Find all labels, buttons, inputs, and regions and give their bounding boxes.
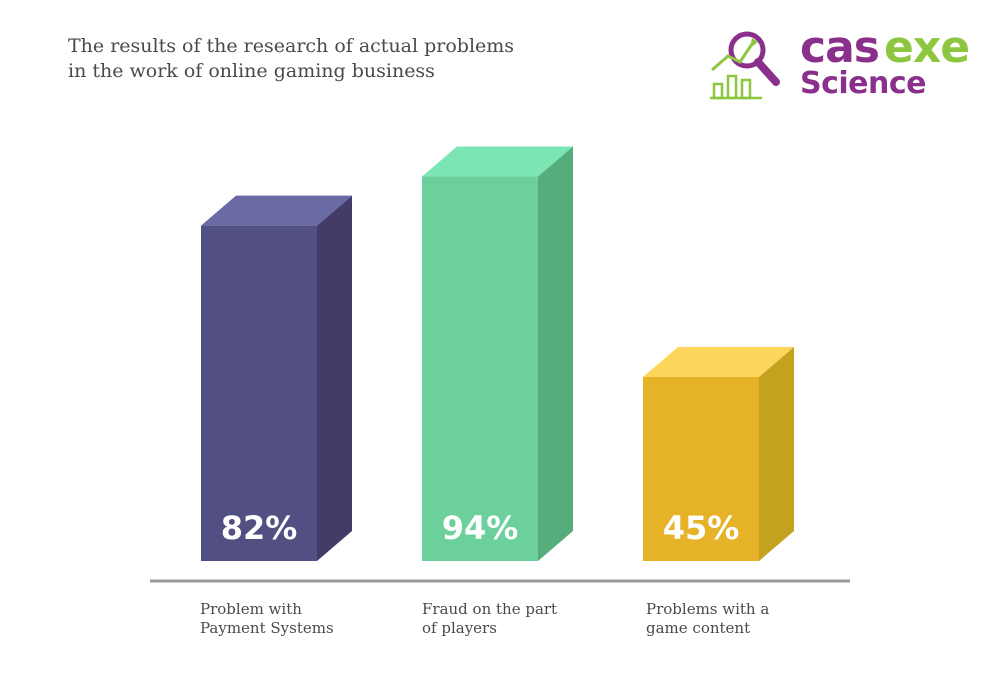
chart-title-line-2: in the work of online gaming business: [68, 60, 435, 82]
bar-1-value-label: 82%: [221, 509, 298, 547]
bar-1-front: [201, 225, 317, 561]
bar-2-top: [422, 146, 573, 177]
chart-title: The results of the research of actual pr…: [68, 34, 628, 84]
bar-3-value-label: 45%: [663, 509, 740, 547]
logo-word-cas: cas: [800, 22, 880, 73]
magnifier-chart-icon: [710, 31, 780, 100]
bar-1-side: [317, 195, 352, 561]
casexe-science-logo: cas exe Science: [706, 22, 976, 106]
category-label-1: Problem with Payment Systems: [200, 600, 400, 638]
category-label-1-line-1: Problem with: [200, 600, 302, 618]
bar-3-top: [643, 346, 794, 377]
category-label-1-line-2: Payment Systems: [200, 619, 334, 637]
category-label-3: Problems with a game content: [646, 600, 846, 638]
bar-2-side: [538, 146, 573, 562]
category-label-2: Fraud on the part of players: [422, 600, 622, 638]
logo-word-exe: exe: [884, 22, 970, 73]
category-label-2-line-1: Fraud on the part: [422, 600, 558, 618]
category-label-2-line-2: of players: [422, 619, 497, 637]
bar-3-side: [759, 346, 794, 561]
bar-2-front: [422, 176, 538, 562]
chart-title-line-1: The results of the research of actual pr…: [68, 35, 515, 57]
bar-2-value-label: 94%: [442, 509, 519, 547]
logo-word-science: Science: [800, 66, 927, 101]
bar-3-front: [643, 376, 759, 561]
category-label-3-line-2: game content: [646, 619, 751, 637]
category-label-3-line-1: Problems with a: [646, 600, 770, 618]
bar-1-top: [201, 195, 352, 226]
